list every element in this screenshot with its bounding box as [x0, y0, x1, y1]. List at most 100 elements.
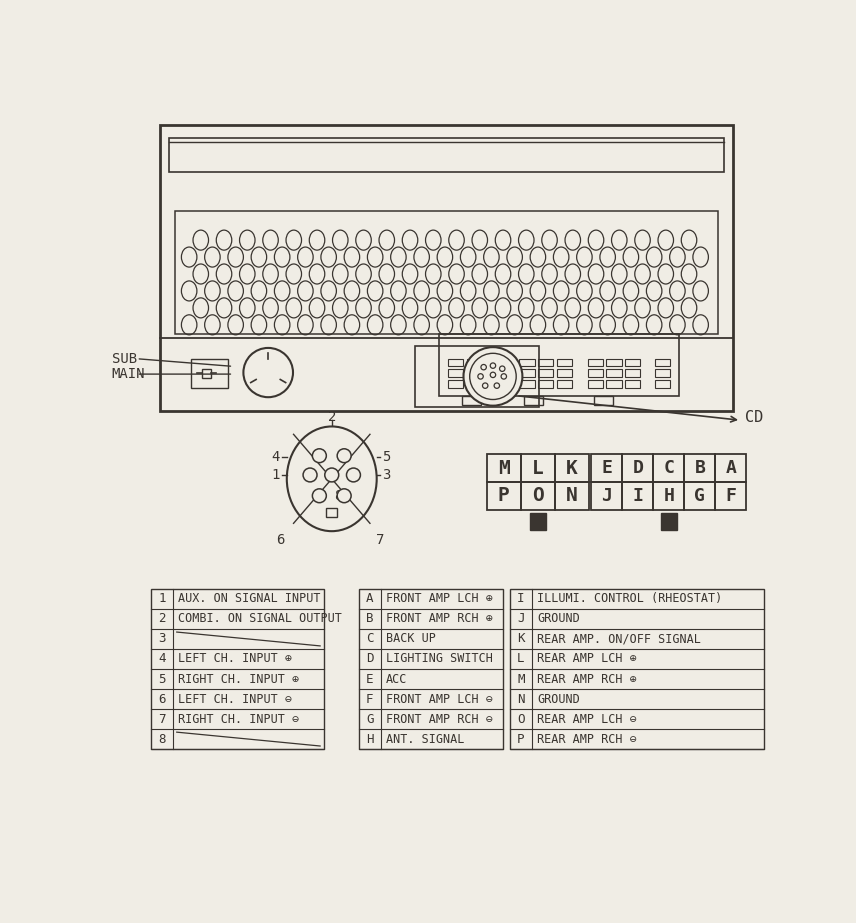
Bar: [622, 482, 653, 509]
Text: E: E: [366, 673, 373, 686]
Bar: [655, 380, 670, 388]
Bar: [716, 454, 746, 482]
Text: REAR AMP RCH ⊕: REAR AMP RCH ⊕: [537, 673, 637, 686]
Text: C: C: [663, 459, 675, 477]
Bar: [485, 359, 501, 366]
Circle shape: [303, 468, 317, 482]
Bar: [520, 482, 555, 509]
Text: ACC: ACC: [386, 673, 407, 686]
Text: LIGHTING SWITCH: LIGHTING SWITCH: [386, 653, 493, 665]
Text: AUX. ON SIGNAL INPUT: AUX. ON SIGNAL INPUT: [178, 593, 321, 605]
Circle shape: [463, 347, 522, 406]
Text: G: G: [694, 486, 705, 505]
Text: P: P: [498, 486, 509, 505]
Bar: [467, 369, 482, 378]
Bar: [448, 380, 463, 388]
Text: FRONT AMP RCH ⊕: FRONT AMP RCH ⊕: [386, 613, 493, 626]
Bar: [462, 396, 481, 405]
Text: FRONT AMP LCH ⊕: FRONT AMP LCH ⊕: [386, 593, 493, 605]
Text: N: N: [566, 486, 578, 505]
Bar: [520, 454, 555, 482]
Bar: [538, 359, 553, 366]
Bar: [625, 359, 640, 366]
Bar: [606, 359, 621, 366]
Bar: [487, 454, 520, 482]
Text: A: A: [366, 593, 373, 605]
Text: 6: 6: [158, 692, 166, 705]
Text: REAR AMP LCH ⊕: REAR AMP LCH ⊕: [537, 653, 637, 665]
Bar: [520, 369, 535, 378]
Text: COMBI. ON SIGNAL OUTPUT: COMBI. ON SIGNAL OUTPUT: [178, 613, 342, 626]
Bar: [485, 369, 501, 378]
Text: MAIN: MAIN: [111, 367, 146, 381]
Bar: [201, 368, 211, 378]
Text: FRONT AMP LCH ⊖: FRONT AMP LCH ⊖: [386, 692, 493, 705]
Text: I: I: [517, 593, 525, 605]
Bar: [555, 482, 589, 509]
Bar: [587, 380, 603, 388]
Bar: [438, 334, 679, 396]
Bar: [467, 380, 482, 388]
Text: B: B: [694, 459, 705, 477]
Text: E: E: [602, 459, 612, 477]
Text: 8: 8: [334, 489, 342, 503]
Bar: [415, 345, 539, 407]
Text: M: M: [498, 459, 509, 477]
Bar: [625, 380, 640, 388]
Text: 5: 5: [382, 450, 390, 464]
Bar: [587, 369, 603, 378]
Text: G: G: [366, 713, 373, 725]
Text: N: N: [517, 692, 525, 705]
Text: O: O: [532, 486, 544, 505]
Text: K: K: [517, 632, 525, 645]
Bar: [152, 589, 324, 749]
Text: 7: 7: [377, 533, 384, 547]
Bar: [625, 369, 640, 378]
Text: B: B: [366, 613, 373, 626]
Text: ILLUMI. CONTROL (RHEOSTAT): ILLUMI. CONTROL (RHEOSTAT): [537, 593, 722, 605]
Text: ANT. SIGNAL: ANT. SIGNAL: [386, 733, 464, 746]
Circle shape: [324, 468, 339, 482]
Text: GROUND: GROUND: [537, 613, 580, 626]
Text: J: J: [602, 486, 612, 505]
Text: K: K: [566, 459, 578, 477]
Text: RIGHT CH. INPUT ⊖: RIGHT CH. INPUT ⊖: [178, 713, 300, 725]
Text: F: F: [725, 486, 736, 505]
Bar: [606, 369, 621, 378]
Bar: [485, 380, 501, 388]
Text: BACK UP: BACK UP: [386, 632, 436, 645]
Text: M: M: [517, 673, 525, 686]
Text: 3: 3: [158, 632, 166, 645]
Bar: [655, 369, 670, 378]
Bar: [606, 380, 621, 388]
Text: RIGHT CH. INPUT ⊕: RIGHT CH. INPUT ⊕: [178, 673, 300, 686]
Bar: [520, 380, 535, 388]
Bar: [467, 359, 482, 366]
Text: 1: 1: [158, 593, 166, 605]
Bar: [169, 138, 724, 173]
Text: L: L: [517, 653, 525, 665]
Bar: [587, 359, 603, 366]
Bar: [160, 125, 734, 411]
Bar: [556, 380, 572, 388]
Text: SUB: SUB: [111, 352, 137, 366]
Bar: [661, 512, 676, 530]
Bar: [555, 454, 589, 482]
Text: CD: CD: [745, 410, 763, 425]
Text: FRONT AMP RCH ⊖: FRONT AMP RCH ⊖: [386, 713, 493, 725]
Bar: [448, 359, 463, 366]
Bar: [685, 482, 716, 509]
Bar: [653, 482, 685, 509]
Text: D: D: [633, 459, 644, 477]
Text: LEFT CH. INPUT ⊖: LEFT CH. INPUT ⊖: [178, 692, 292, 705]
Text: 6: 6: [276, 533, 285, 547]
Text: F: F: [366, 692, 373, 705]
Text: 5: 5: [158, 673, 166, 686]
Text: 8: 8: [158, 733, 166, 746]
Text: GROUND: GROUND: [537, 692, 580, 705]
Bar: [556, 369, 572, 378]
Bar: [538, 380, 553, 388]
Circle shape: [337, 449, 351, 462]
Text: 2: 2: [158, 613, 166, 626]
Bar: [655, 359, 670, 366]
